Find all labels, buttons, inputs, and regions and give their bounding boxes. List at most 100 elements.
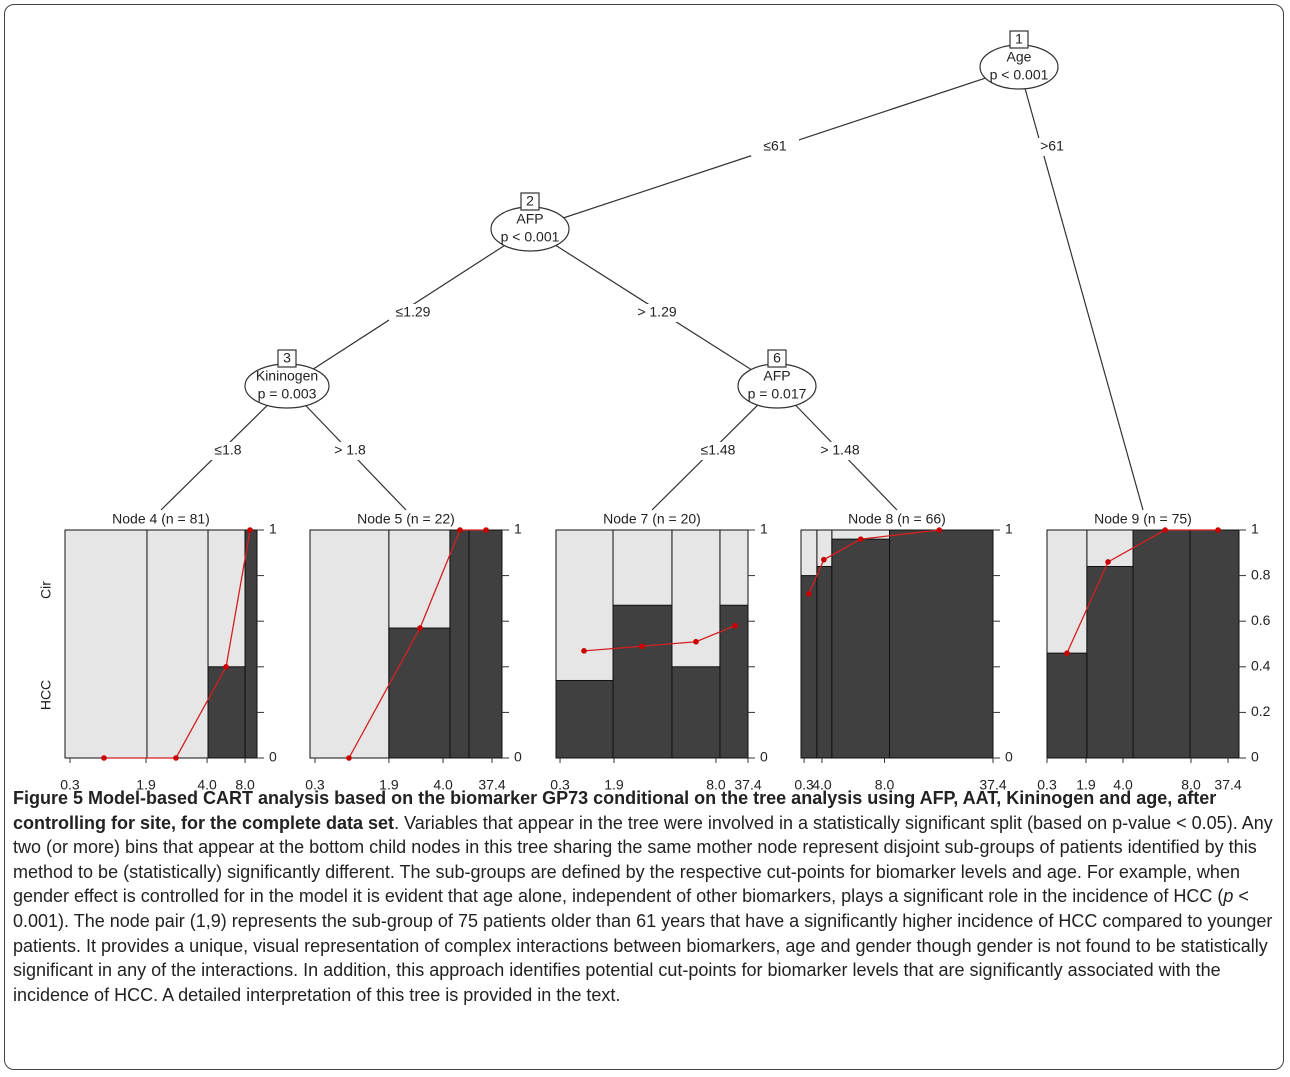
panel-title: Node 4 (n = 81) xyxy=(112,511,210,527)
tree-edge xyxy=(1018,66,1144,511)
edge-label: > 1.48 xyxy=(820,442,860,458)
x-tick-label: 0.3 xyxy=(794,777,814,790)
y-tick-label: 0.8 xyxy=(1251,566,1271,582)
panel-title: Node 5 (n = 22) xyxy=(357,511,455,527)
y-tick-label: 1 xyxy=(1005,521,1013,537)
y-tick-label: 1 xyxy=(760,521,768,537)
node-variable: Age xyxy=(1007,49,1032,65)
trend-point xyxy=(1064,650,1070,656)
trend-point xyxy=(223,664,229,670)
bar xyxy=(889,529,994,759)
bar xyxy=(1132,529,1191,759)
trend-point xyxy=(806,591,812,597)
y-tick-label: 1 xyxy=(269,521,277,537)
edge-label-bg xyxy=(633,304,681,322)
y-tick-label: 0 xyxy=(1251,749,1259,765)
y-tick-label: 0.4 xyxy=(1251,658,1271,674)
x-tick-label: 1.9 xyxy=(604,777,624,790)
bar xyxy=(388,627,451,759)
edge-label-bg xyxy=(326,442,374,460)
node-p-value: p = 0.003 xyxy=(258,386,317,402)
node-id-box xyxy=(277,349,297,368)
edge-label-bg xyxy=(816,442,864,460)
trend-point xyxy=(821,556,827,563)
panel-frame xyxy=(309,529,503,759)
x-tick-label: 37.4 xyxy=(734,777,761,790)
y-tick-label: 0 xyxy=(1005,749,1013,765)
edge-label: ≤61 xyxy=(763,138,786,154)
x-tick-label: 4.0 xyxy=(1113,777,1133,790)
bin-background xyxy=(309,529,390,759)
node-id-box xyxy=(1009,30,1029,49)
trend-point xyxy=(483,527,489,533)
node-id-box xyxy=(520,192,540,211)
node-variable: AFP xyxy=(516,211,543,227)
node-variable: Kininogen xyxy=(256,368,318,384)
y-tick-label: 0 xyxy=(269,749,277,765)
bar xyxy=(671,666,721,759)
panel-title-bg xyxy=(1083,512,1203,528)
x-tick-label: 37.4 xyxy=(979,777,1006,790)
trend-point xyxy=(101,755,107,761)
bar xyxy=(1046,652,1088,759)
trend-point xyxy=(247,527,253,533)
node-id-box xyxy=(767,349,787,368)
bar xyxy=(831,538,891,759)
trend-line xyxy=(1066,529,1219,654)
caption: Figure 5 Model-based CART analysis based… xyxy=(13,786,1281,1007)
x-tick-label: 1.9 xyxy=(136,777,156,790)
x-tick-label: 4.0 xyxy=(197,777,217,790)
x-tick-label: 8.0 xyxy=(1181,777,1201,790)
bar xyxy=(468,529,503,759)
y-tick-label: 1 xyxy=(514,521,522,537)
trend-point xyxy=(173,755,179,761)
bin-background xyxy=(146,529,209,759)
bar xyxy=(816,565,833,759)
node-id: 1 xyxy=(1015,31,1023,47)
x-tick-label: 0.3 xyxy=(1037,777,1057,790)
trend-line xyxy=(348,529,487,759)
x-tick-label: 1.9 xyxy=(379,777,399,790)
trend-line xyxy=(103,529,251,759)
x-tick-label: 8.0 xyxy=(875,777,895,790)
node-p-value: p < 0.001 xyxy=(990,67,1049,83)
trend-point xyxy=(1162,527,1168,533)
panel-title-bg xyxy=(346,512,466,528)
x-tick-label: 4.0 xyxy=(812,777,832,790)
edge-label: ≤1.48 xyxy=(701,442,736,458)
edge-label: >61 xyxy=(1040,138,1064,154)
y-tick-label: 0 xyxy=(760,749,768,765)
node-variable: AFP xyxy=(763,368,790,384)
y-tick-label: 1 xyxy=(1251,521,1259,537)
x-tick-label: 0.3 xyxy=(60,777,80,790)
trend-point xyxy=(457,527,463,533)
bar xyxy=(449,529,470,759)
trend-point xyxy=(857,536,864,542)
trend-point xyxy=(1215,527,1221,533)
trend-point xyxy=(1105,559,1111,565)
node-p-value: p < 0.001 xyxy=(501,229,560,245)
x-tick-label: 0.3 xyxy=(305,777,325,790)
node-id: 3 xyxy=(283,350,291,366)
bar xyxy=(244,529,258,759)
trend-point xyxy=(693,638,699,645)
trend-point xyxy=(936,527,943,533)
x-tick-label: 37.4 xyxy=(1214,777,1241,790)
y-label: HCC xyxy=(38,680,54,710)
y-tick-label: 0 xyxy=(514,749,522,765)
caption-text: . Variables that appear in the tree were… xyxy=(13,812,1273,907)
trend-line xyxy=(583,625,736,652)
edge-label-bg xyxy=(1028,138,1076,156)
caption-italic: p xyxy=(1223,886,1234,907)
caption-title: Model-based CART analysis based on the b… xyxy=(13,788,1217,833)
node-id: 2 xyxy=(526,193,534,209)
y-label: Cir xyxy=(38,581,54,599)
bar xyxy=(1086,565,1134,759)
x-tick-label: 0.3 xyxy=(550,777,570,790)
y-tick-label: 0.2 xyxy=(1251,703,1271,719)
edge-label: > 1.29 xyxy=(637,304,677,320)
trend-line xyxy=(808,529,940,595)
bar xyxy=(800,575,818,759)
trend-point xyxy=(417,625,423,631)
